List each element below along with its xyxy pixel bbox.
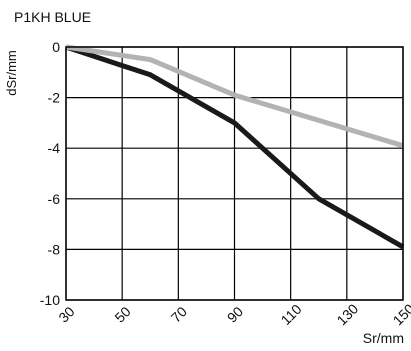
x-tick-label: 150 <box>390 300 411 328</box>
series-line-1 <box>65 44 405 250</box>
y-tick-label: -10 <box>40 292 60 308</box>
y-tick-label: 0 <box>52 39 60 55</box>
plot-frame <box>65 46 404 301</box>
x-tick-label: 110 <box>278 301 305 328</box>
x-tick-label: 130 <box>333 300 361 328</box>
x-tick-label: 50 <box>111 303 133 325</box>
series-line-2 <box>65 44 404 149</box>
x-tick-label: 70 <box>168 303 190 325</box>
x-tick-label: 90 <box>224 303 246 325</box>
chart-title: P1KH BLUE <box>14 9 91 25</box>
x-axis-label: Sr/mm <box>363 330 404 346</box>
y-tick-label: -8 <box>48 241 61 257</box>
y-tick-label: -2 <box>48 90 61 106</box>
y-axis-label: dSr/mm <box>4 50 19 96</box>
y-tick-label: -6 <box>48 191 61 207</box>
y-tick-label: -4 <box>48 140 61 156</box>
